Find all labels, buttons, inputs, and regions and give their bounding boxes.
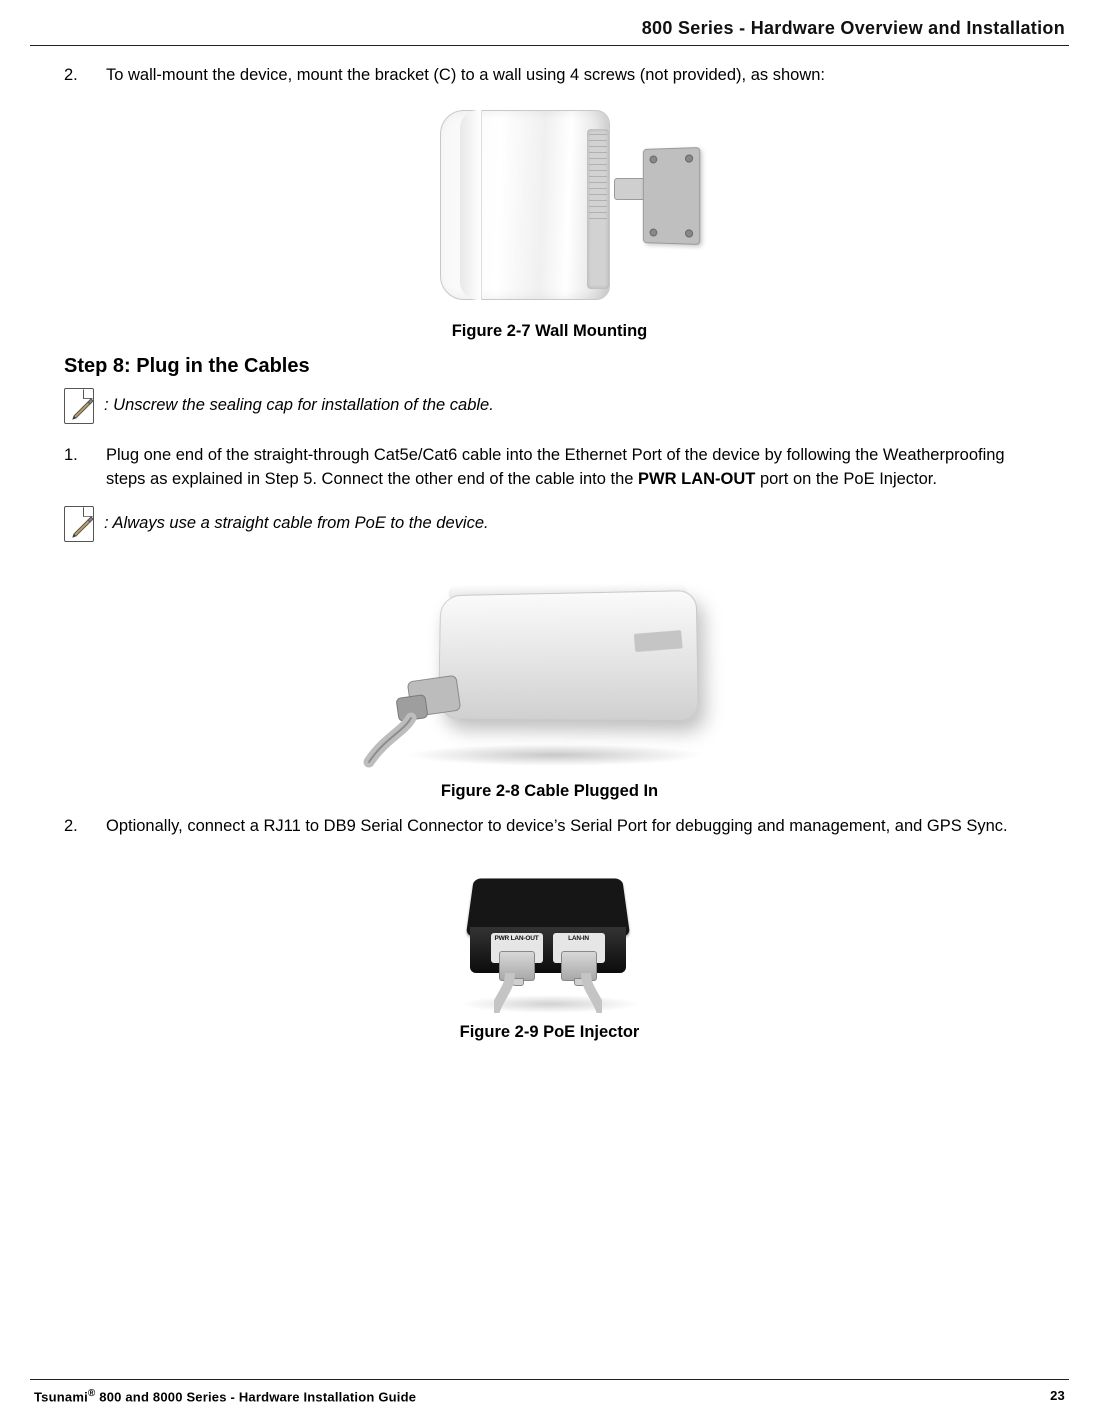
pencil-icon <box>70 394 96 420</box>
device-label-plate <box>633 630 682 652</box>
footer-title: 800 and 8000 Series - Hardware Installat… <box>95 1389 416 1404</box>
text-bold-pwr-lan-out: PWR LAN-OUT <box>638 470 755 488</box>
figure-2-7-graphic <box>400 102 700 312</box>
poe-port-lan-in: LAN-IN <box>553 933 605 963</box>
note-unscrew-cap: : Unscrew the sealing cap for installati… <box>64 388 1035 426</box>
bracket-plate <box>642 147 699 245</box>
list-number: 2. <box>64 815 92 839</box>
page-footer: Tsunami® 800 and 8000 Series - Hardware … <box>30 1380 1069 1404</box>
list-item-wall-mount: 2. To wall-mount the device, mount the b… <box>64 64 1035 88</box>
ethernet-cable <box>375 712 445 772</box>
list-text: To wall-mount the device, mount the brac… <box>106 64 825 88</box>
poe-cable-left <box>494 973 526 1013</box>
device-left-strip <box>460 110 482 300</box>
screw-hole-icon <box>685 154 693 162</box>
wall-bracket <box>604 138 700 278</box>
figure-2-7 <box>64 102 1035 312</box>
screw-hole-icon <box>649 155 657 163</box>
figure-2-8 <box>64 562 1035 772</box>
figure-2-7-caption: Figure 2-7 Wall Mounting <box>64 322 1035 341</box>
poe-cable-right <box>570 973 602 1013</box>
footer-wrap: Tsunami® 800 and 8000 Series - Hardware … <box>30 1369 1069 1404</box>
pencil-icon <box>70 512 96 538</box>
list-number: 2. <box>64 64 92 88</box>
list-text: Plug one end of the straight-through Cat… <box>106 444 1035 492</box>
page: 800 Series - Hardware Overview and Insta… <box>0 0 1099 1426</box>
screw-hole-icon <box>685 229 693 237</box>
device-body <box>438 590 699 721</box>
port-label: LAN-IN <box>568 935 589 942</box>
shadow <box>460 995 640 1013</box>
step-8-heading: Step 8: Plug in the Cables <box>64 355 1035 378</box>
figure-2-9: PWR LAN-OUT LAN-IN <box>64 853 1035 1013</box>
page-header: 800 Series - Hardware Overview and Insta… <box>30 0 1069 39</box>
poe-injector-face: PWR LAN-OUT LAN-IN <box>470 927 626 973</box>
figure-2-9-graphic: PWR LAN-OUT LAN-IN <box>420 853 680 1013</box>
list-text: Optionally, connect a RJ11 to DB9 Serial… <box>106 815 1008 839</box>
note-text: : Always use a straight cable from PoE t… <box>104 506 489 533</box>
port-label: PWR LAN-OUT <box>494 935 538 942</box>
shadow <box>405 744 705 766</box>
figure-2-9-caption: Figure 2-9 PoE Injector <box>64 1023 1035 1042</box>
figure-2-8-graphic <box>375 562 725 772</box>
text-part-b: port on the PoE Injector. <box>755 470 937 488</box>
note-pencil-icon <box>64 388 98 426</box>
footer-product: Tsunami <box>34 1389 88 1404</box>
page-number: 23 <box>1050 1388 1065 1404</box>
figure-2-8-caption: Figure 2-8 Cable Plugged In <box>64 782 1035 801</box>
note-straight-cable: : Always use a straight cable from PoE t… <box>64 506 1035 544</box>
footer-left: Tsunami® 800 and 8000 Series - Hardware … <box>34 1388 416 1404</box>
note-text: : Unscrew the sealing cap for installati… <box>104 388 494 415</box>
content-area: 2. To wall-mount the device, mount the b… <box>30 56 1069 1042</box>
poe-port-pwr-lan-out: PWR LAN-OUT <box>491 933 543 963</box>
header-rule <box>30 45 1069 46</box>
list-item-serial-connector: 2. Optionally, connect a RJ11 to DB9 Ser… <box>64 815 1035 839</box>
list-item-plug-cable: 1. Plug one end of the straight-through … <box>64 444 1035 492</box>
note-pencil-icon <box>64 506 98 544</box>
list-number: 1. <box>64 444 92 492</box>
screw-hole-icon <box>649 228 657 236</box>
